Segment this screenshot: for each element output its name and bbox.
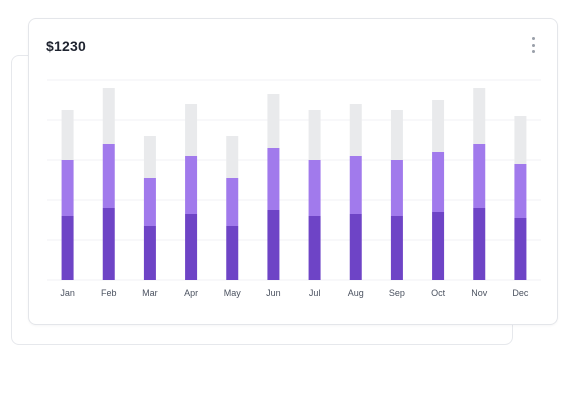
bar-jul-segment-3[interactable] [308, 110, 321, 160]
more-vertical-icon[interactable] [527, 37, 539, 53]
bar-mar-segment-3[interactable] [143, 136, 156, 178]
bar-nov-segment-1[interactable] [473, 208, 486, 280]
bar-apr-segment-2[interactable] [185, 156, 198, 214]
x-tick-label: Jul [309, 288, 321, 298]
bar-jun-segment-3[interactable] [267, 94, 280, 148]
bar-feb-segment-3[interactable] [102, 88, 115, 144]
x-tick-label: Oct [431, 288, 446, 298]
bar-sep-segment-3[interactable] [390, 110, 403, 160]
x-tick-label: Nov [471, 288, 488, 298]
bar-jul-segment-2[interactable] [308, 160, 321, 216]
bar-mar-segment-2[interactable] [143, 178, 156, 226]
bar-sep-segment-1[interactable] [390, 216, 403, 280]
bar-feb-segment-1[interactable] [102, 208, 115, 280]
x-tick-label: Mar [142, 288, 158, 298]
bar-may-segment-3[interactable] [226, 136, 239, 178]
bar-jun-segment-1[interactable] [267, 210, 280, 280]
bar-may-segment-1[interactable] [226, 226, 239, 280]
bar-aug-segment-2[interactable] [349, 156, 362, 214]
bar-may-segment-2[interactable] [226, 178, 239, 226]
bar-mar-segment-1[interactable] [143, 226, 156, 280]
bar-aug-segment-1[interactable] [349, 214, 362, 280]
x-tick-label: Aug [348, 288, 364, 298]
x-tick-label: Jan [60, 288, 75, 298]
bar-dec-segment-1[interactable] [514, 218, 527, 280]
bar-apr-segment-1[interactable] [185, 214, 198, 280]
x-tick-label: Jun [266, 288, 281, 298]
x-tick-label: Feb [101, 288, 117, 298]
x-tick-label: May [224, 288, 242, 298]
bar-oct-segment-2[interactable] [432, 152, 445, 212]
card-title: $1230 [46, 38, 86, 54]
bar-dec-segment-3[interactable] [514, 116, 527, 164]
bar-oct-segment-3[interactable] [432, 100, 445, 152]
bar-jan-segment-1[interactable] [61, 216, 74, 280]
revenue-card: $1230 Jan Feb Mar Apr May Jun Jul Aug Sep Oct Nov D… [28, 18, 558, 325]
bar-feb-segment-2[interactable] [102, 144, 115, 208]
bar-jan-segment-3[interactable] [61, 110, 74, 160]
x-tick-label: Dec [512, 288, 529, 298]
x-tick-label: Apr [184, 288, 198, 298]
bar-nov-segment-3[interactable] [473, 88, 486, 144]
bar-jun-segment-2[interactable] [267, 148, 280, 210]
bar-oct-segment-1[interactable] [432, 212, 445, 280]
bar-jan-segment-2[interactable] [61, 160, 74, 216]
x-tick-label: Sep [389, 288, 405, 298]
bar-dec-segment-2[interactable] [514, 164, 527, 218]
bar-jul-segment-1[interactable] [308, 216, 321, 280]
bar-sep-segment-2[interactable] [390, 160, 403, 216]
bar-apr-segment-3[interactable] [185, 104, 198, 156]
bar-nov-segment-2[interactable] [473, 144, 486, 208]
bar-aug-segment-3[interactable] [349, 104, 362, 156]
stacked-bar-chart: Jan Feb Mar Apr May Jun Jul Aug Sep Oct Nov Dec [47, 79, 541, 298]
